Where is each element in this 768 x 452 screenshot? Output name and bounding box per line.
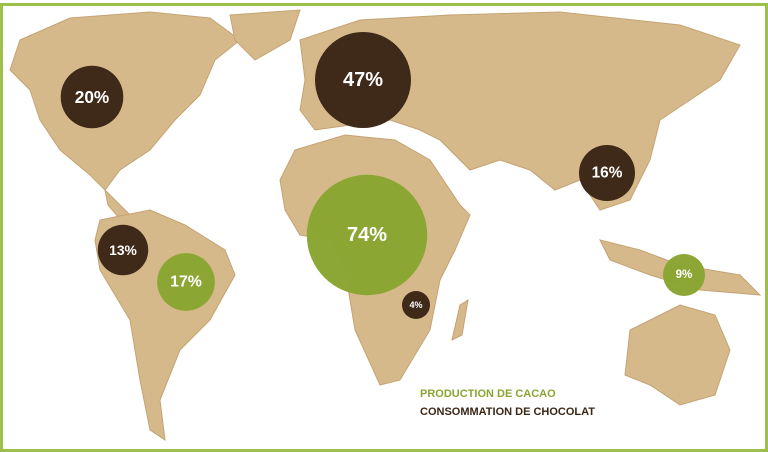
australia <box>624 304 731 406</box>
bubble-label: 47% <box>343 69 383 91</box>
bubble-label: 74% <box>347 224 387 246</box>
greenland <box>229 9 301 61</box>
legend-production: PRODUCTION DE CACAO <box>420 388 556 400</box>
bubble-label: 13% <box>109 242 137 258</box>
bubble-label: 9% <box>676 269 693 281</box>
madagascar <box>451 298 469 341</box>
bubble <box>60 65 124 129</box>
bubble <box>97 224 149 276</box>
bubble <box>663 254 705 296</box>
bubble <box>402 291 430 319</box>
bubble <box>157 253 215 311</box>
bubble-label: 17% <box>170 274 202 291</box>
north-america <box>9 11 241 191</box>
continents <box>9 9 762 442</box>
bubble-label: 4% <box>409 300 422 310</box>
bubble-label: 20% <box>75 87 109 107</box>
bubble <box>315 32 411 128</box>
legend-consumption: CONSOMMATION DE CHOCOLAT <box>420 406 595 418</box>
bubble-label: 16% <box>592 165 623 182</box>
bubble <box>579 145 635 201</box>
bubble <box>306 174 428 296</box>
